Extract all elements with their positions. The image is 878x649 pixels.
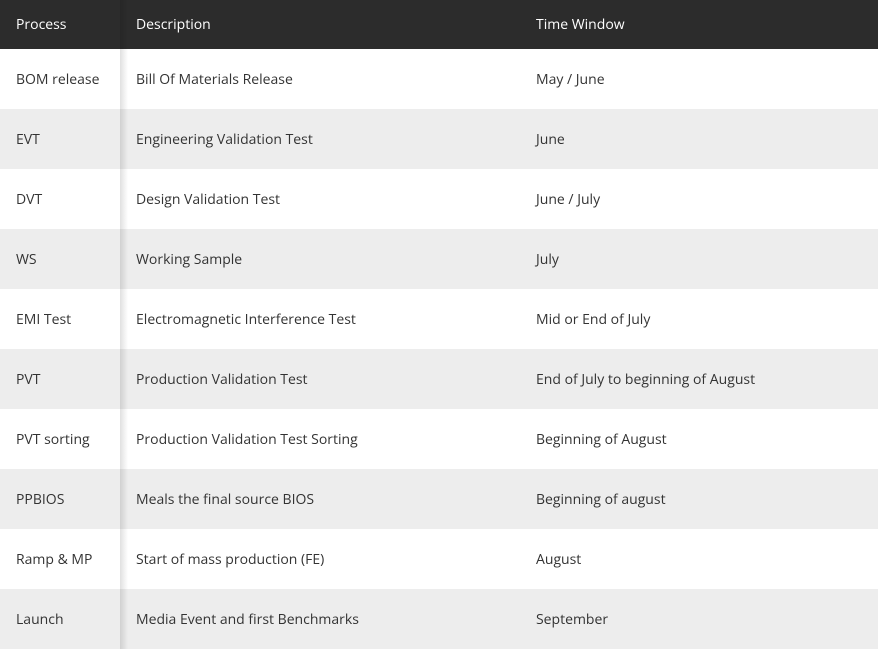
cell-process: BOM release xyxy=(0,49,120,109)
cell-timewindow: May / June xyxy=(520,49,878,109)
cell-description: Engineering Validation Test xyxy=(120,109,520,169)
table-row: EMI TestElectromagnetic Interference Tes… xyxy=(0,289,878,349)
cell-process: PVT sorting xyxy=(0,409,120,469)
cell-process: PPBIOS xyxy=(0,469,120,529)
cell-description: Bill Of Materials Release xyxy=(120,49,520,109)
table-row: DVTDesign Validation TestJune / July xyxy=(0,169,878,229)
table-body: BOM releaseBill Of Materials ReleaseMay … xyxy=(0,49,878,649)
cell-process: WS xyxy=(0,229,120,289)
column-header-timewindow: Time Window xyxy=(520,0,878,49)
cell-timewindow: Beginning of august xyxy=(520,469,878,529)
table-header: Process Description Time Window xyxy=(0,0,878,49)
table-row: PVT sortingProduction Validation Test So… xyxy=(0,409,878,469)
cell-process: EMI Test xyxy=(0,289,120,349)
cell-process: EVT xyxy=(0,109,120,169)
table-row: Ramp & MPStart of mass production (FE)Au… xyxy=(0,529,878,589)
column-header-description: Description xyxy=(120,0,520,49)
cell-process: PVT xyxy=(0,349,120,409)
cell-timewindow: Beginning of August xyxy=(520,409,878,469)
cell-description: Meals the final source BIOS xyxy=(120,469,520,529)
table-row: PPBIOSMeals the final source BIOSBeginni… xyxy=(0,469,878,529)
table-header-row: Process Description Time Window xyxy=(0,0,878,49)
cell-timewindow: September xyxy=(520,589,878,649)
column-header-process: Process xyxy=(0,0,120,49)
cell-process: Ramp & MP xyxy=(0,529,120,589)
cell-timewindow: End of July to beginning of August xyxy=(520,349,878,409)
table-row: EVTEngineering Validation TestJune xyxy=(0,109,878,169)
cell-description: Media Event and first Benchmarks xyxy=(120,589,520,649)
cell-description: Working Sample xyxy=(120,229,520,289)
table: Process Description Time Window BOM rele… xyxy=(0,0,878,649)
cell-process: DVT xyxy=(0,169,120,229)
table-row: LaunchMedia Event and first BenchmarksSe… xyxy=(0,589,878,649)
cell-process: Launch xyxy=(0,589,120,649)
table-row: BOM releaseBill Of Materials ReleaseMay … xyxy=(0,49,878,109)
cell-timewindow: July xyxy=(520,229,878,289)
table-row: PVTProduction Validation TestEnd of July… xyxy=(0,349,878,409)
table-row: WSWorking SampleJuly xyxy=(0,229,878,289)
process-timeline-table: Process Description Time Window BOM rele… xyxy=(0,0,878,649)
cell-timewindow: June / July xyxy=(520,169,878,229)
cell-timewindow: Mid or End of July xyxy=(520,289,878,349)
cell-description: Design Validation Test xyxy=(120,169,520,229)
cell-timewindow: August xyxy=(520,529,878,589)
cell-description: Electromagnetic Interference Test xyxy=(120,289,520,349)
cell-timewindow: June xyxy=(520,109,878,169)
cell-description: Production Validation Test Sorting xyxy=(120,409,520,469)
cell-description: Production Validation Test xyxy=(120,349,520,409)
cell-description: Start of mass production (FE) xyxy=(120,529,520,589)
